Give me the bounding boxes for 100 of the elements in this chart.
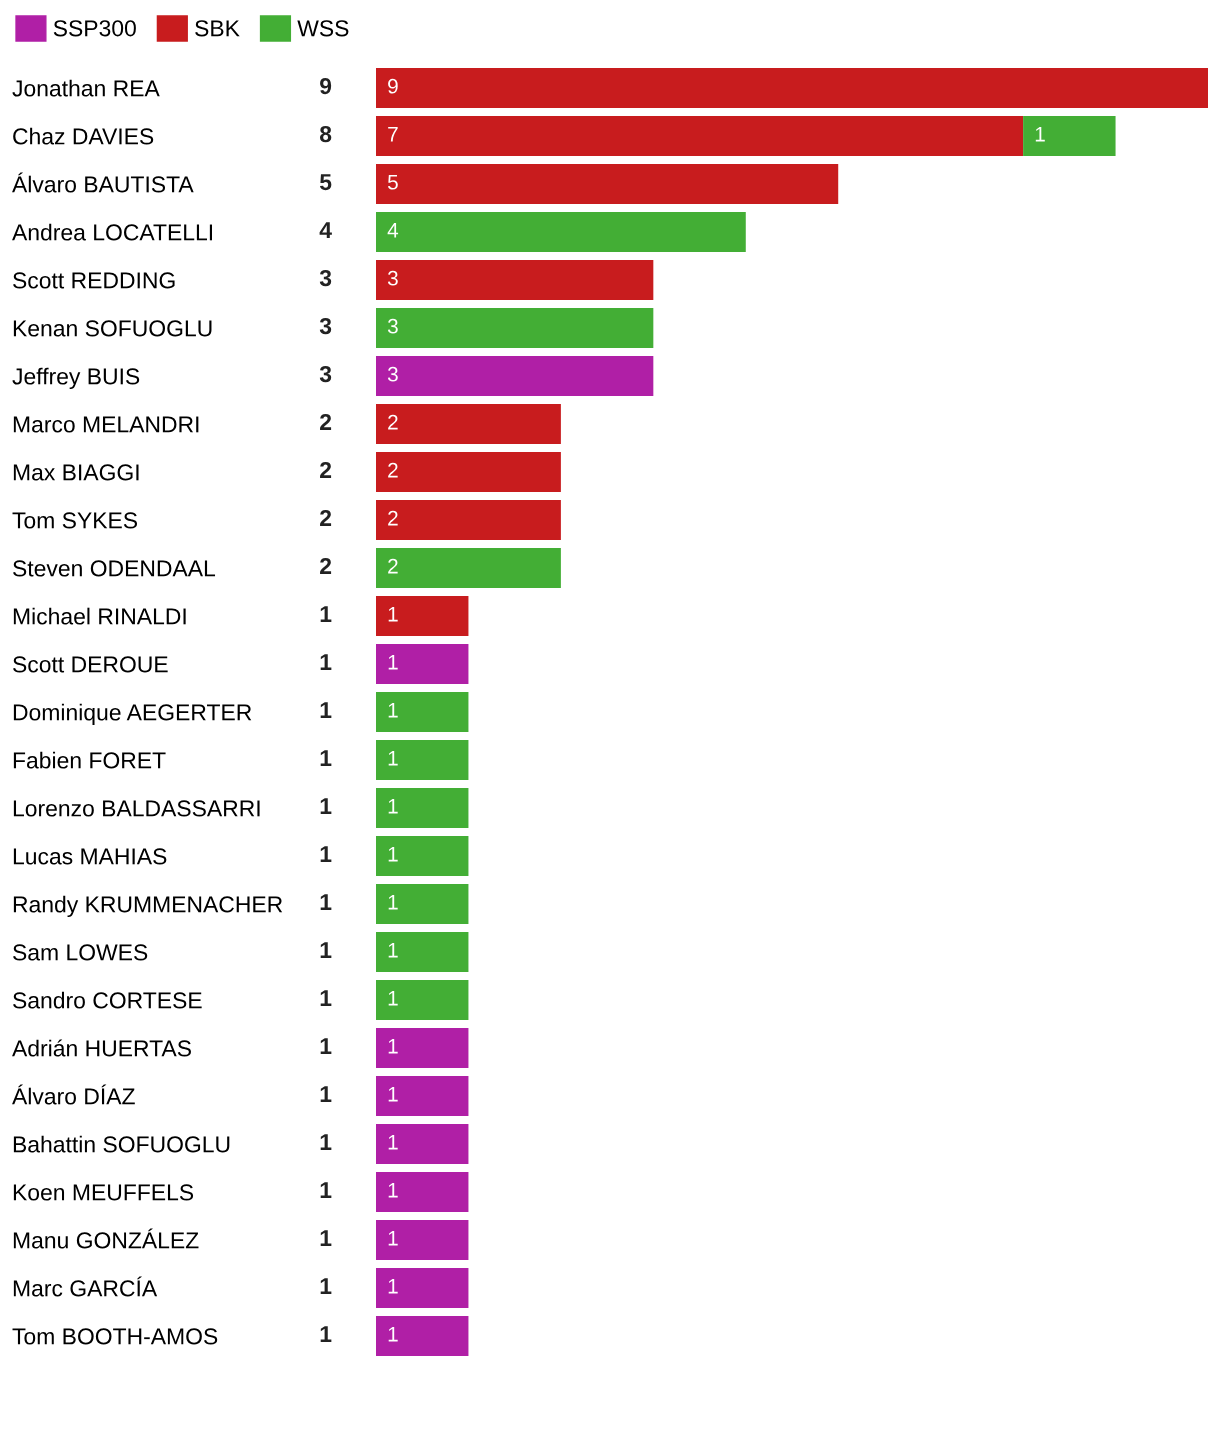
- data-label: 2: [388, 558, 398, 574]
- data-label: 1: [388, 1039, 398, 1054]
- bar: [376, 596, 469, 636]
- y-tick-label: Tom BOOTH-AMOS: [12, 1328, 218, 1345]
- y-tick-label: Manu GONZÁLEZ: [13, 1228, 199, 1249]
- total-label: 1: [320, 846, 332, 862]
- data-label: 1: [388, 943, 398, 958]
- total-label: 1: [320, 606, 332, 622]
- bar: [376, 1124, 469, 1164]
- data-label: 1: [388, 1231, 398, 1246]
- data-label: 1: [388, 1279, 398, 1294]
- data-label: 3: [387, 366, 398, 382]
- bar: [376, 1172, 469, 1212]
- total-label: 1: [320, 1134, 332, 1150]
- data-label: 1: [388, 751, 398, 766]
- y-tick-label: Scott DEROUE: [13, 656, 168, 673]
- total-label: 1: [320, 990, 332, 1006]
- data-label: 1: [388, 1087, 398, 1102]
- y-tick-label: Lorenzo BALDASSARRI: [13, 800, 260, 817]
- y-tick-label: Adrián HUERTAS: [12, 1039, 191, 1057]
- total-label: 1: [320, 798, 332, 814]
- y-tick-label: Tom SYKES: [12, 512, 138, 529]
- bar: [376, 356, 654, 396]
- bar: [376, 452, 561, 492]
- data-label: 7: [388, 127, 398, 142]
- y-tick-label: Álvaro DÍAZ: [12, 1084, 135, 1105]
- bar: [376, 932, 469, 972]
- total-label: 2: [320, 509, 332, 526]
- total-label: 2: [320, 413, 332, 430]
- total-label: 2: [320, 461, 332, 478]
- data-label: 2: [388, 510, 398, 526]
- total-label: 1: [320, 1230, 332, 1246]
- bar: [376, 260, 654, 300]
- total-label: 3: [319, 269, 332, 287]
- total-label: 1: [320, 702, 332, 718]
- legend-label: WSS: [297, 20, 349, 37]
- y-tick-label: Dominique AEGERTER: [13, 703, 252, 726]
- y-tick-label: Steven ODENDAAL: [13, 560, 216, 577]
- y-tick-label: Sandro CORTESE: [13, 991, 202, 1009]
- bar: [376, 1220, 469, 1260]
- bar: [376, 692, 469, 732]
- y-tick-label: Lucas MAHIAS: [13, 848, 167, 865]
- data-label: 1: [388, 799, 398, 814]
- bar: [376, 68, 1208, 108]
- total-label: 1: [320, 942, 332, 958]
- bar: [376, 1316, 469, 1356]
- total-label: 1: [320, 750, 332, 766]
- data-label: 1: [388, 703, 398, 718]
- data-label: 4: [387, 223, 399, 238]
- bar: [376, 788, 469, 828]
- data-label: 1: [388, 847, 398, 862]
- y-tick-label: Scott REDDING: [13, 272, 175, 289]
- bar: [1023, 116, 1116, 156]
- data-label: 3: [387, 318, 398, 334]
- y-tick-label: Bahattin SOFUOGLU: [13, 1135, 230, 1153]
- bar: [376, 740, 469, 780]
- bar: [376, 500, 561, 540]
- bar: [376, 980, 469, 1020]
- total-label: 1: [320, 894, 332, 910]
- data-label: 1: [388, 607, 398, 622]
- data-label: 1: [1035, 127, 1045, 142]
- bar: [376, 1076, 469, 1116]
- y-tick-label: Jonathan REA: [12, 79, 160, 97]
- data-label: 1: [388, 991, 398, 1006]
- total-label: 1: [320, 1038, 332, 1054]
- total-label: 1: [320, 1278, 332, 1294]
- y-tick-label: Marco MELANDRI: [13, 416, 199, 433]
- total-label: 1: [320, 1182, 332, 1198]
- y-tick-label: Michael RINALDI: [13, 607, 186, 625]
- data-label: 1: [388, 655, 398, 670]
- total-label: 4: [319, 222, 332, 238]
- y-tick-label: Randy KRUMMENACHER: [13, 895, 283, 918]
- total-label: 3: [319, 317, 332, 335]
- data-label: 1: [388, 1327, 398, 1342]
- total-label: 1: [320, 1086, 332, 1102]
- data-label: 5: [387, 175, 398, 190]
- bar: [376, 836, 469, 876]
- y-tick-label: Jeffrey BUIS: [12, 367, 140, 390]
- y-tick-label: Max BIAGGI: [13, 464, 139, 481]
- y-tick-label: Andrea LOCATELLI: [12, 223, 213, 241]
- y-tick-label: Fabien FORET: [13, 751, 166, 769]
- total-label: 1: [320, 654, 332, 670]
- bar: [376, 644, 469, 684]
- total-label: 2: [320, 557, 332, 574]
- bar: [376, 548, 561, 588]
- data-label: 1: [388, 1135, 398, 1150]
- total-label: 9: [320, 77, 332, 95]
- bar: [376, 116, 1024, 156]
- y-tick-label: Chaz DAVIES: [13, 127, 154, 145]
- y-tick-label: Álvaro BAUTISTA: [12, 172, 194, 193]
- legend-label: SSP300: [53, 20, 136, 37]
- data-label: 2: [388, 462, 398, 478]
- total-label: 3: [319, 365, 332, 383]
- data-label: 1: [388, 1183, 398, 1198]
- bar: [376, 884, 469, 924]
- bar: [376, 1028, 469, 1068]
- y-tick-label: Sam LOWES: [13, 944, 148, 961]
- y-tick-label: Kenan SOFUOGLU: [13, 320, 212, 337]
- bar: [376, 1268, 469, 1308]
- data-label: 1: [388, 895, 398, 910]
